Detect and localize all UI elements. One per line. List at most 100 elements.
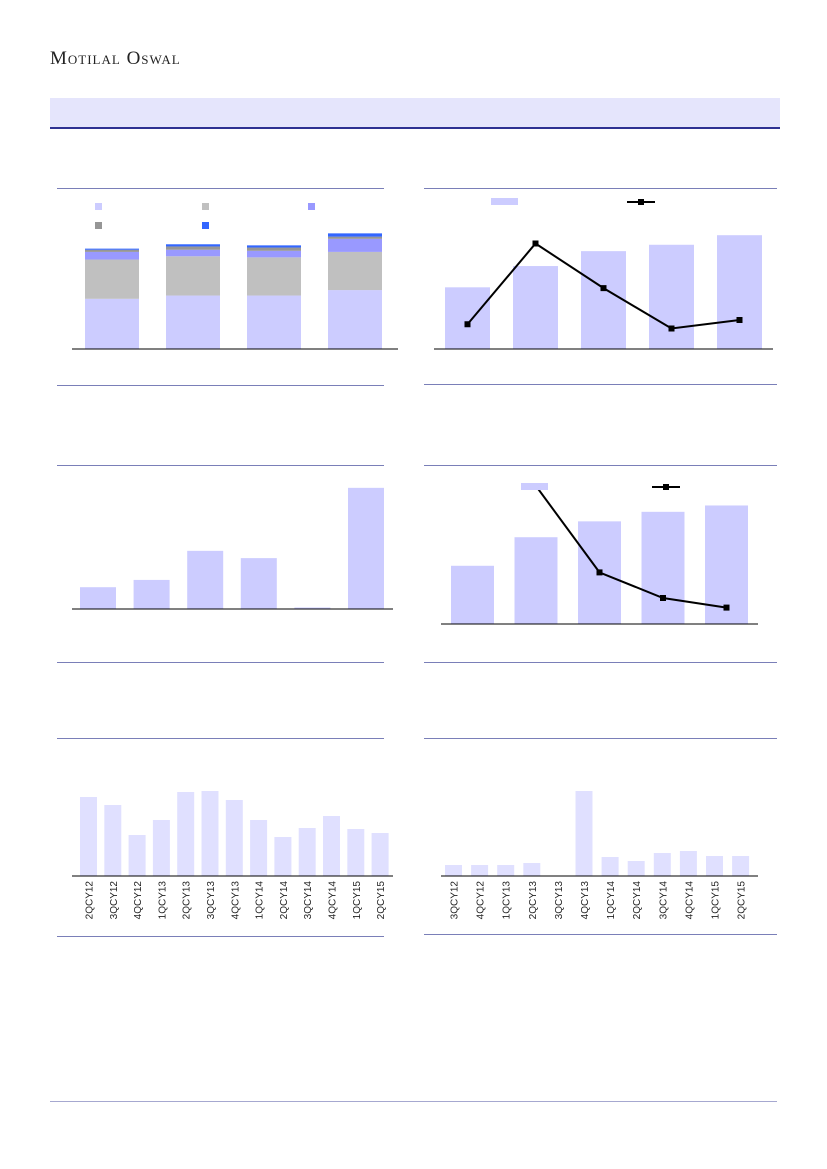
x-tick-label: 2QCY13: [528, 881, 539, 920]
bar: [323, 816, 340, 876]
footer-rule: [50, 1101, 777, 1102]
bar: [649, 244, 694, 349]
line-marker: [532, 240, 539, 247]
x-tick-label: 4QCY13: [580, 881, 591, 920]
stacked-bar-segment: [328, 238, 382, 252]
panel-rule: [57, 936, 384, 937]
x-tick-label: 2QCY14: [279, 881, 290, 920]
bar: [187, 550, 224, 609]
bar: [201, 791, 219, 876]
x-tick-label: 2QCY12: [85, 881, 96, 920]
bar: [471, 865, 489, 876]
section-title-band: [50, 98, 780, 129]
bar: [445, 287, 490, 349]
x-tick-label: 3QCY13: [554, 881, 565, 920]
legend-swatch: [95, 203, 102, 210]
x-tick-label: 1QCY13: [502, 881, 513, 920]
legend-swatch-bar: [491, 198, 518, 205]
x-tick-label: 1QCY15: [352, 881, 363, 920]
x-tick-label: 2QCY15: [376, 881, 387, 920]
x-tick-label: 1QCY13: [157, 881, 168, 920]
x-tick-label: 1QCY14: [255, 881, 266, 920]
stacked-bar-segment: [85, 298, 139, 349]
x-tick-label: 4QCY12: [476, 881, 487, 920]
stacked-bar-segment: [166, 246, 220, 250]
x-tick-label: 1QCY15: [711, 881, 722, 920]
panel-rule: [424, 662, 777, 663]
panel-rule: [424, 934, 777, 935]
bar: [274, 837, 292, 876]
bar: [581, 251, 626, 349]
x-tick-label: 1QCY14: [606, 881, 617, 920]
x-tick-label: 2QCY13: [182, 881, 193, 920]
stacked-bar-segment: [328, 290, 382, 349]
panel-rule: [424, 384, 777, 385]
stacked-bar-segment: [247, 257, 301, 296]
stacked-bar-segment: [85, 248, 139, 250]
x-tick-label: 3QCY14: [303, 881, 314, 920]
bar: [641, 511, 685, 624]
stacked-bar-segment: [247, 295, 301, 349]
stacked-bar-segment: [85, 251, 139, 260]
bar: [104, 805, 122, 876]
bar: [445, 865, 462, 876]
legend-marker: [663, 484, 669, 490]
panel-rule: [57, 385, 384, 386]
stacked-bar-segment: [166, 244, 220, 247]
x-tick-label: 4QCY13: [230, 881, 241, 920]
bar: [371, 833, 389, 876]
x-tick-label: 2QCY14: [632, 881, 643, 920]
stacked-bar-segment: [247, 250, 301, 258]
bar: [80, 797, 97, 876]
bar: [497, 865, 515, 876]
stacked-bar-segment: [166, 295, 220, 349]
x-tick-label: 3QCY12: [109, 881, 120, 920]
legend-swatch-bar: [521, 483, 548, 490]
bar: [128, 835, 146, 876]
bar: [80, 587, 116, 609]
bar: [250, 820, 268, 876]
x-tick-label: 4QCY12: [133, 881, 144, 920]
line-marker: [600, 285, 607, 292]
bar: [732, 856, 750, 876]
line-marker: [723, 604, 730, 611]
bar: [523, 863, 541, 876]
bar: [298, 828, 316, 876]
stacked-bar-segment: [247, 247, 301, 251]
bar: [653, 853, 671, 876]
bar: [225, 800, 243, 876]
bar: [347, 829, 365, 876]
bar: [513, 266, 558, 349]
line-series: [535, 485, 727, 609]
bar: [152, 820, 170, 876]
panel-rule: [57, 738, 384, 739]
x-tick-label: 4QCY14: [328, 881, 339, 920]
legend-swatch: [202, 203, 209, 210]
bar: [133, 579, 170, 609]
bar: [705, 505, 748, 624]
bar: [294, 607, 331, 609]
bar: [177, 792, 195, 876]
x-tick-label: 4QCY14: [684, 881, 695, 920]
bar: [601, 857, 619, 876]
panel-rule: [424, 465, 777, 466]
x-tick-label: 2QCY15: [737, 881, 748, 920]
bar: [706, 856, 723, 876]
line-marker: [464, 321, 471, 328]
x-tick-label: 3QCY13: [206, 881, 217, 920]
bar: [575, 791, 593, 876]
stacked-bar-segment: [85, 259, 139, 299]
x-tick-label: 3QCY14: [658, 881, 669, 920]
bar: [514, 537, 558, 624]
legend-swatch: [202, 222, 209, 229]
panel-rule: [57, 188, 384, 189]
company-logo: Motilal Oswal: [50, 48, 181, 69]
bar: [717, 235, 762, 349]
stacked-bar-segment: [328, 236, 382, 239]
stacked-bar-segment: [247, 245, 301, 248]
